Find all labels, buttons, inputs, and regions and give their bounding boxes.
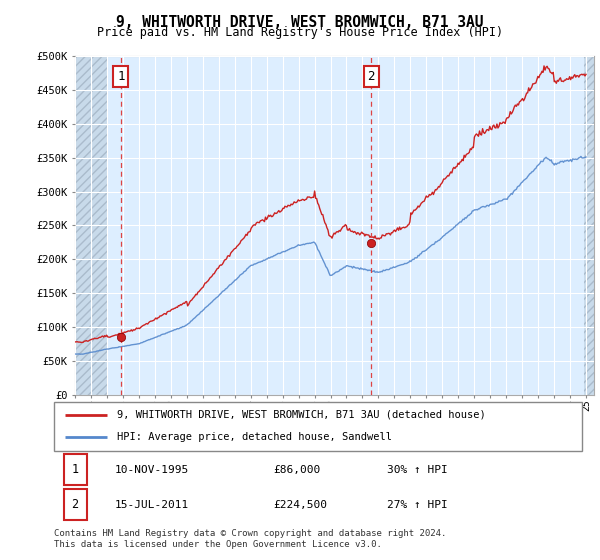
Text: HPI: Average price, detached house, Sandwell: HPI: Average price, detached house, Sand… — [118, 432, 392, 442]
FancyBboxPatch shape — [54, 402, 582, 451]
Text: 30% ↑ HPI: 30% ↑ HPI — [386, 465, 448, 475]
FancyBboxPatch shape — [64, 489, 87, 520]
Text: 15-JUL-2011: 15-JUL-2011 — [115, 500, 189, 510]
Text: 9, WHITWORTH DRIVE, WEST BROMWICH, B71 3AU (detached house): 9, WHITWORTH DRIVE, WEST BROMWICH, B71 3… — [118, 410, 486, 420]
Text: 27% ↑ HPI: 27% ↑ HPI — [386, 500, 448, 510]
Text: 1: 1 — [117, 70, 125, 83]
Text: £224,500: £224,500 — [273, 500, 327, 510]
Text: Contains HM Land Registry data © Crown copyright and database right 2024.
This d: Contains HM Land Registry data © Crown c… — [54, 529, 446, 549]
FancyBboxPatch shape — [64, 454, 87, 485]
Text: 9, WHITWORTH DRIVE, WEST BROMWICH, B71 3AU: 9, WHITWORTH DRIVE, WEST BROMWICH, B71 3… — [116, 15, 484, 30]
Text: 2: 2 — [367, 70, 375, 83]
Text: Price paid vs. HM Land Registry's House Price Index (HPI): Price paid vs. HM Land Registry's House … — [97, 26, 503, 39]
Text: £86,000: £86,000 — [273, 465, 320, 475]
Text: 1: 1 — [71, 463, 79, 476]
Text: 2: 2 — [71, 498, 79, 511]
Text: 10-NOV-1995: 10-NOV-1995 — [115, 465, 189, 475]
